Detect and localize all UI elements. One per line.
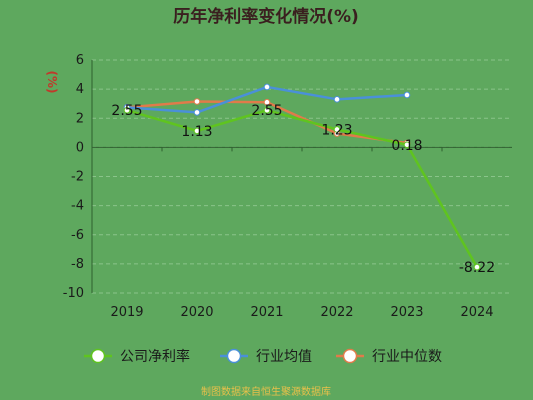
y-tick-label: -4 xyxy=(71,199,84,214)
data-point xyxy=(403,91,411,99)
legend-marker xyxy=(342,348,358,364)
series-lines xyxy=(123,83,481,271)
gridlines xyxy=(92,59,512,294)
chart-title: 历年净利率变化情况(%) xyxy=(173,6,359,27)
data-point xyxy=(263,98,271,106)
x-tick-label: 2021 xyxy=(250,305,283,320)
x-tick-label: 2022 xyxy=(320,305,353,320)
data-point xyxy=(473,263,481,271)
y-tick-label: -10 xyxy=(63,286,84,301)
y-tick-label: -6 xyxy=(71,228,84,243)
data-point xyxy=(193,127,201,135)
source-note: 制图数据来自恒生聚源数据库 xyxy=(201,385,331,398)
data-point xyxy=(193,109,201,116)
data-label: 1.23 xyxy=(321,122,352,138)
y-tick-label: 2 xyxy=(76,111,84,126)
legend-marker xyxy=(90,348,106,364)
x-tick-label: 2020 xyxy=(180,305,213,320)
axes: 6 4 2 0 -2 -4 -6 -8 -10 2019 2020 2021 2022 2023 2024 xyxy=(63,53,512,320)
data-labels: 2.55 1.13 2.55 1.23 0.18 -8.22 xyxy=(111,103,495,276)
y-tick-label: -8 xyxy=(71,257,84,272)
data-point xyxy=(403,141,411,149)
legend-label: 公司净利率 xyxy=(120,348,190,365)
x-tick-label: 2024 xyxy=(460,305,493,320)
data-label: 0.18 xyxy=(391,138,422,154)
data-point xyxy=(263,106,271,114)
data-point xyxy=(193,98,201,105)
data-point xyxy=(333,96,341,103)
data-point xyxy=(123,106,131,114)
y-tick-label: 0 xyxy=(76,140,84,155)
legend: 公司净利率 行业均值 行业中位数 xyxy=(84,348,442,365)
y-axis-label: (%) xyxy=(45,71,59,94)
y-tick-label: 6 xyxy=(76,53,84,68)
data-label: -8.22 xyxy=(459,260,495,276)
legend-label: 行业均值 xyxy=(256,349,312,365)
data-point xyxy=(333,126,341,133)
data-label: 1.13 xyxy=(181,124,212,140)
legend-label: 行业中位数 xyxy=(372,349,442,365)
x-tick-label: 2023 xyxy=(390,305,423,320)
legend-marker xyxy=(226,348,242,364)
data-label: 2.55 xyxy=(251,103,282,119)
y-tick-label: -2 xyxy=(71,170,84,185)
y-tick-label: 4 xyxy=(76,82,84,97)
x-tick-label: 2019 xyxy=(110,305,143,320)
data-point xyxy=(263,83,271,91)
series-line xyxy=(126,108,479,268)
data-label: 2.55 xyxy=(111,103,142,119)
